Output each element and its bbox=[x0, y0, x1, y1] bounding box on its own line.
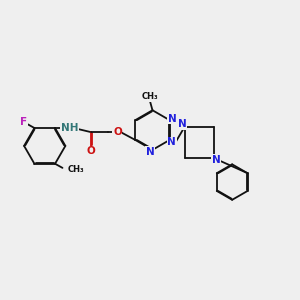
Text: N: N bbox=[168, 113, 176, 124]
Text: O: O bbox=[87, 146, 95, 156]
Text: NH: NH bbox=[61, 123, 78, 133]
Text: N: N bbox=[167, 137, 176, 147]
Text: N: N bbox=[178, 119, 187, 129]
Text: N: N bbox=[212, 155, 220, 165]
Text: O: O bbox=[113, 127, 122, 137]
Text: CH₃: CH₃ bbox=[68, 165, 84, 174]
Text: N: N bbox=[146, 146, 154, 157]
Text: F: F bbox=[20, 117, 27, 127]
Text: CH₃: CH₃ bbox=[141, 92, 158, 101]
